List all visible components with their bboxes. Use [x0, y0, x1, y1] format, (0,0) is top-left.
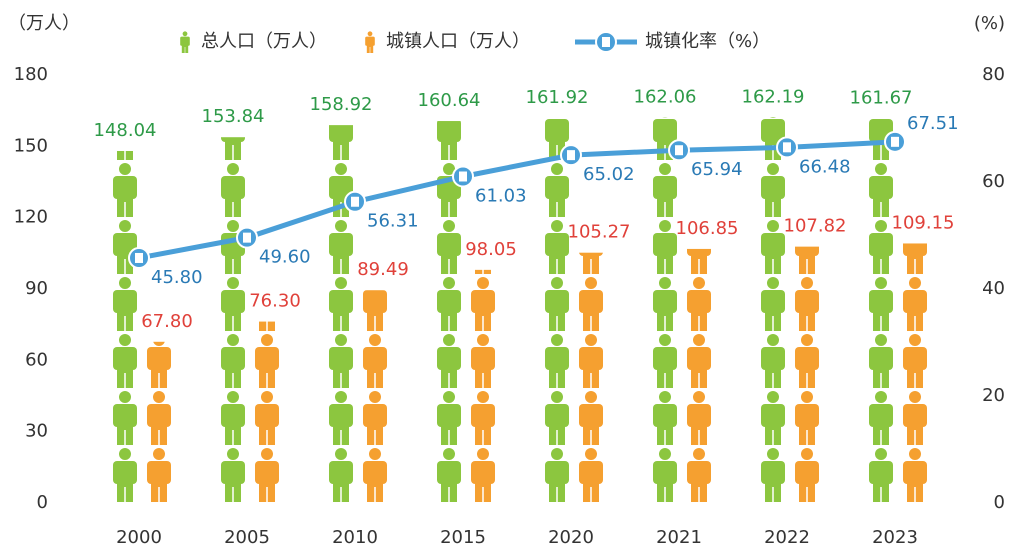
x-tick-label: 2005 — [224, 527, 270, 548]
value-label: 107.82 — [784, 216, 847, 237]
value-label: 89.49 — [357, 259, 409, 280]
person-head — [368, 31, 373, 36]
pictogram-bar — [112, 151, 138, 503]
y2-tick-label: 0 — [994, 492, 1005, 513]
building-icon — [243, 233, 251, 243]
chart: （万人） (%) 0 30 60 90 120 150 180 0 20 40 60 80 2000 20… — [0, 0, 1011, 549]
y-tick-label: 120 — [14, 207, 48, 228]
y-tick-label: 0 — [37, 492, 48, 513]
person-body — [365, 37, 375, 46]
rate-label: 67.51 — [907, 113, 959, 134]
pictogram-bar — [652, 118, 678, 503]
y2-tick-label: 60 — [982, 171, 1005, 192]
pictogram-bar — [686, 249, 712, 503]
x-tick-label: 2021 — [656, 527, 702, 548]
pictogram-bar — [362, 290, 388, 503]
y-tick-label: 90 — [25, 278, 48, 299]
building-icon — [891, 137, 899, 147]
y2-tick-label: 80 — [982, 64, 1005, 85]
value-label: 109.15 — [892, 212, 955, 233]
pictogram-bar — [794, 247, 820, 503]
value-label: 161.92 — [526, 87, 589, 108]
building-icon — [567, 150, 575, 160]
legend-label: 城镇人口（万人） — [386, 31, 530, 52]
y-tick-label: 180 — [14, 64, 48, 85]
value-label: 162.19 — [742, 86, 805, 107]
value-label: 98.05 — [465, 239, 517, 260]
pictogram-bar — [470, 270, 496, 503]
legend-label: 城镇化率（%） — [645, 31, 770, 52]
x-tick-label: 2010 — [332, 527, 378, 548]
value-label: 76.30 — [249, 291, 301, 312]
building-icon — [135, 253, 143, 263]
pictogram-bar — [146, 342, 172, 503]
x-tick-label: 2023 — [872, 527, 918, 548]
y2-tick-label: 20 — [982, 385, 1005, 406]
value-label: 161.67 — [850, 88, 913, 109]
pictogram-bar — [254, 322, 280, 503]
y2-axis-label: (%) — [974, 13, 1005, 34]
person-body — [180, 37, 190, 46]
value-label: 153.84 — [202, 106, 265, 127]
pictogram-bar — [578, 253, 604, 503]
value-label: 67.80 — [141, 311, 193, 332]
y2-tick-label: 40 — [982, 278, 1005, 299]
pictogram-bar — [220, 137, 246, 503]
legend-label: 总人口（万人） — [201, 31, 327, 52]
legend-icon — [180, 31, 190, 53]
y-tick-label: 60 — [25, 349, 48, 370]
rate-label: 61.03 — [475, 185, 527, 206]
pictogram-bar — [868, 119, 894, 503]
legend-icon — [365, 31, 375, 53]
legend-building — [602, 37, 610, 47]
y-tick-label: 150 — [14, 135, 48, 156]
x-tick-label: 2000 — [116, 527, 162, 548]
rate-label: 66.48 — [799, 156, 851, 177]
pictogram-bar — [902, 243, 928, 503]
building-icon — [783, 142, 791, 152]
person-head — [183, 31, 188, 36]
value-label: 162.06 — [634, 87, 697, 108]
rate-label: 45.80 — [151, 267, 203, 288]
x-tick-label: 2022 — [764, 527, 810, 548]
value-label: 158.92 — [310, 94, 373, 115]
y-axis-label: （万人） — [8, 13, 80, 34]
building-icon — [459, 171, 467, 181]
building-icon — [675, 145, 683, 155]
rate-label: 65.02 — [583, 164, 635, 185]
y-tick-label: 30 — [25, 421, 48, 442]
building-icon — [351, 197, 359, 207]
pictogram-bar — [760, 117, 786, 503]
rate-label: 49.60 — [259, 247, 311, 268]
pictogram-bar — [544, 118, 570, 503]
value-label: 105.27 — [568, 222, 631, 243]
rate-label: 56.31 — [367, 211, 419, 232]
x-tick-label: 2015 — [440, 527, 486, 548]
value-label: 106.85 — [676, 218, 739, 239]
value-label: 148.04 — [94, 120, 157, 141]
rate-label: 65.94 — [691, 159, 743, 180]
page: {"chart_data": { "type": "bar", "y_label… — [0, 0, 1011, 549]
x-tick-label: 2020 — [548, 527, 594, 548]
pictogram-bar — [328, 125, 354, 503]
value-label: 160.64 — [418, 90, 481, 111]
